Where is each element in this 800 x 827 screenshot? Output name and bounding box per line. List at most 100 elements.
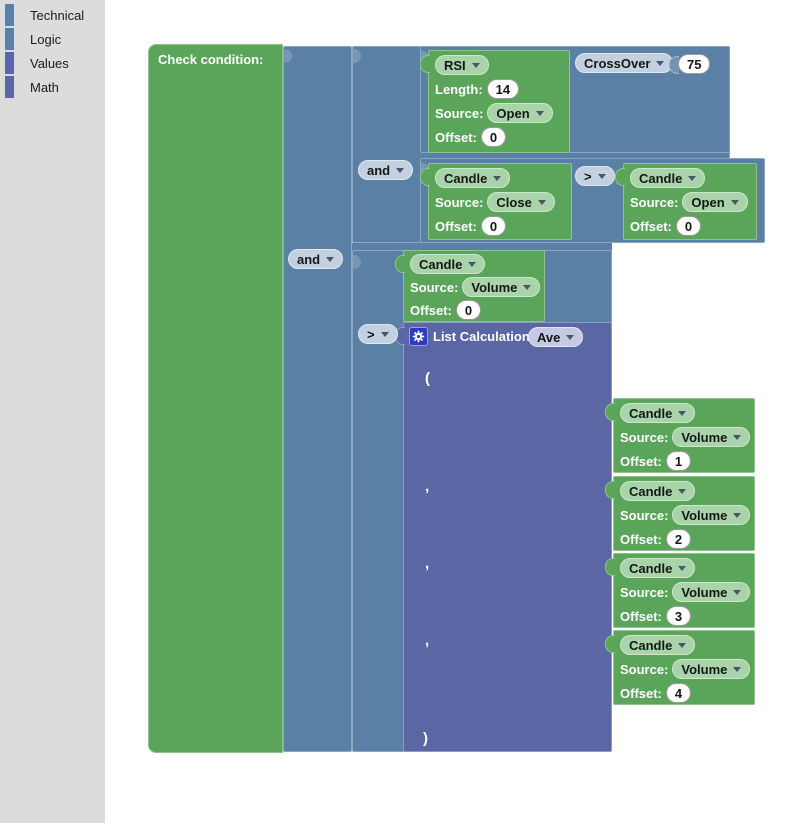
toolbox-category-logic[interactable]: Logic bbox=[5, 28, 61, 50]
input-socket bbox=[353, 49, 361, 63]
category-label: Math bbox=[30, 79, 59, 95]
offset-value-input[interactable]: 0 bbox=[675, 216, 702, 236]
offset-field-row: Offset: 2 bbox=[620, 529, 748, 549]
indicator-type-dropdown[interactable]: RSI bbox=[435, 55, 489, 75]
offset-field-row: Offset: 4 bbox=[620, 683, 748, 703]
block-header-row: Candle bbox=[620, 481, 748, 501]
puzzle-tab bbox=[395, 255, 405, 273]
source-value: Volume bbox=[681, 507, 728, 523]
source-value: Volume bbox=[681, 661, 728, 677]
source-dropdown[interactable]: Volume bbox=[672, 582, 751, 602]
length-field-row: Length: 14 bbox=[435, 79, 563, 99]
toolbox-category-technical[interactable]: Technical bbox=[5, 4, 84, 26]
rsi-block[interactable]: RSI Length: 14 Source: Open Offset: 0 bbox=[420, 50, 570, 153]
list-calculation-block[interactable]: List Calculation: Ave ( , , , ) bbox=[395, 322, 612, 752]
indicator-type-value: RSI bbox=[444, 57, 466, 73]
check-condition-label: Check condition: bbox=[158, 52, 264, 67]
candle-block-close[interactable]: Candle Source: Close Offset: 0 bbox=[420, 163, 572, 240]
greater-than-dropdown-comp3[interactable]: > bbox=[358, 324, 398, 344]
list-calculation-op-value: Ave bbox=[537, 329, 561, 345]
offset-value-input[interactable]: 0 bbox=[480, 216, 507, 236]
dropdown-arrow-icon bbox=[678, 488, 687, 494]
value-type-dropdown[interactable]: Candle bbox=[435, 168, 511, 188]
offset-value-input[interactable]: 0 bbox=[480, 127, 507, 147]
offset-value-input[interactable]: 0 bbox=[455, 300, 482, 320]
offset-value-input[interactable]: 2 bbox=[665, 529, 692, 549]
category-label: Logic bbox=[30, 31, 62, 47]
candle-block-volume-1[interactable]: Candle Source: Volume Offset: 1 bbox=[605, 398, 755, 473]
source-field-label: Source: bbox=[630, 194, 679, 210]
toolbox-category-math[interactable]: Math bbox=[5, 76, 59, 98]
category-color-swatch bbox=[5, 76, 14, 98]
category-label: Values bbox=[30, 55, 69, 71]
dropdown-arrow-icon bbox=[678, 642, 687, 648]
puzzle-tab bbox=[615, 168, 625, 186]
check-condition-block[interactable]: Check condition: bbox=[148, 44, 283, 753]
candle-block-volume-0[interactable]: Candle Source: Volume Offset: 0 bbox=[395, 250, 545, 322]
source-dropdown[interactable]: Volume bbox=[672, 659, 751, 679]
length-value-input[interactable]: 14 bbox=[486, 79, 520, 99]
offset-field-row: Offset: 0 bbox=[410, 300, 538, 320]
offset-field-row: Offset: 0 bbox=[435, 216, 565, 236]
dropdown-arrow-icon bbox=[597, 173, 606, 179]
and-dropdown-outer[interactable]: and bbox=[288, 249, 344, 269]
source-field-label: Source: bbox=[620, 429, 669, 445]
source-dropdown[interactable]: Volume bbox=[672, 427, 751, 447]
offset-value-input[interactable]: 1 bbox=[665, 451, 692, 471]
crossover-value: CrossOver bbox=[584, 55, 651, 71]
offset-field-label: Offset: bbox=[410, 302, 452, 318]
candle-block-open[interactable]: Candle Source: Open Offset: 0 bbox=[615, 163, 757, 240]
source-dropdown[interactable]: Close bbox=[487, 192, 555, 212]
list-calculation-op-dropdown[interactable]: Ave bbox=[528, 327, 584, 347]
candle-block-volume-4[interactable]: Candle Source: Volume Offset: 4 bbox=[605, 630, 755, 705]
category-label: Technical bbox=[30, 7, 85, 23]
offset-field-label: Offset: bbox=[435, 218, 477, 234]
mutator-gear-icon[interactable] bbox=[409, 327, 428, 346]
toolbox-category-values[interactable]: Values bbox=[5, 52, 69, 74]
gear-icon bbox=[412, 330, 425, 343]
source-dropdown[interactable]: Open bbox=[682, 192, 748, 212]
block-header-row: Candle bbox=[620, 558, 748, 578]
candle-block-volume-2[interactable]: Candle Source: Volume Offset: 2 bbox=[605, 476, 755, 551]
value-type-dropdown[interactable]: Candle bbox=[410, 254, 486, 274]
toolbox-flyout: Technical Logic Values Math bbox=[0, 0, 105, 823]
puzzle-tab bbox=[420, 168, 430, 186]
dropdown-arrow-icon bbox=[733, 666, 742, 672]
operator-value: > bbox=[367, 326, 375, 342]
block-header-row: Candle bbox=[620, 635, 748, 655]
source-field-row: Source: Open bbox=[630, 192, 750, 212]
source-dropdown[interactable]: Open bbox=[487, 103, 553, 123]
crossover-threshold-input[interactable]: 75 bbox=[678, 54, 711, 74]
source-field-label: Source: bbox=[410, 279, 459, 295]
offset-value-input[interactable]: 3 bbox=[665, 606, 692, 626]
value-type: Candle bbox=[639, 170, 683, 186]
value-type-dropdown[interactable]: Candle bbox=[620, 481, 696, 501]
offset-value-input[interactable]: 4 bbox=[665, 683, 692, 703]
length-field-label: Length: bbox=[435, 81, 483, 97]
list-calculation-label: List Calculation: bbox=[433, 329, 535, 344]
category-color-swatch bbox=[5, 28, 14, 50]
puzzle-tab bbox=[605, 635, 615, 653]
dropdown-arrow-icon bbox=[688, 175, 697, 181]
value-type-dropdown[interactable]: Candle bbox=[620, 403, 696, 423]
puzzle-tab bbox=[605, 481, 615, 499]
value-type-dropdown[interactable]: Candle bbox=[620, 558, 696, 578]
value-type-dropdown[interactable]: Candle bbox=[620, 635, 696, 655]
outer-and-block[interactable] bbox=[283, 46, 352, 752]
value-type: Candle bbox=[629, 637, 673, 653]
source-dropdown[interactable]: Volume bbox=[672, 505, 751, 525]
greater-than-dropdown-row2[interactable]: > bbox=[575, 166, 615, 186]
dropdown-arrow-icon bbox=[656, 60, 665, 66]
value-type-dropdown[interactable]: Candle bbox=[630, 168, 706, 188]
source-dropdown[interactable]: Volume bbox=[462, 277, 541, 297]
value-type: Candle bbox=[629, 483, 673, 499]
crossover-dropdown[interactable]: CrossOver bbox=[575, 53, 674, 73]
input-socket bbox=[353, 255, 361, 269]
and-dropdown-inner[interactable]: and bbox=[358, 160, 414, 180]
candle-block-volume-3[interactable]: Candle Source: Volume Offset: 3 bbox=[605, 553, 755, 628]
category-color-swatch bbox=[5, 52, 14, 74]
dropdown-arrow-icon bbox=[493, 175, 502, 181]
offset-field-row: Offset: 1 bbox=[620, 451, 748, 471]
puzzle-tab bbox=[420, 55, 430, 73]
